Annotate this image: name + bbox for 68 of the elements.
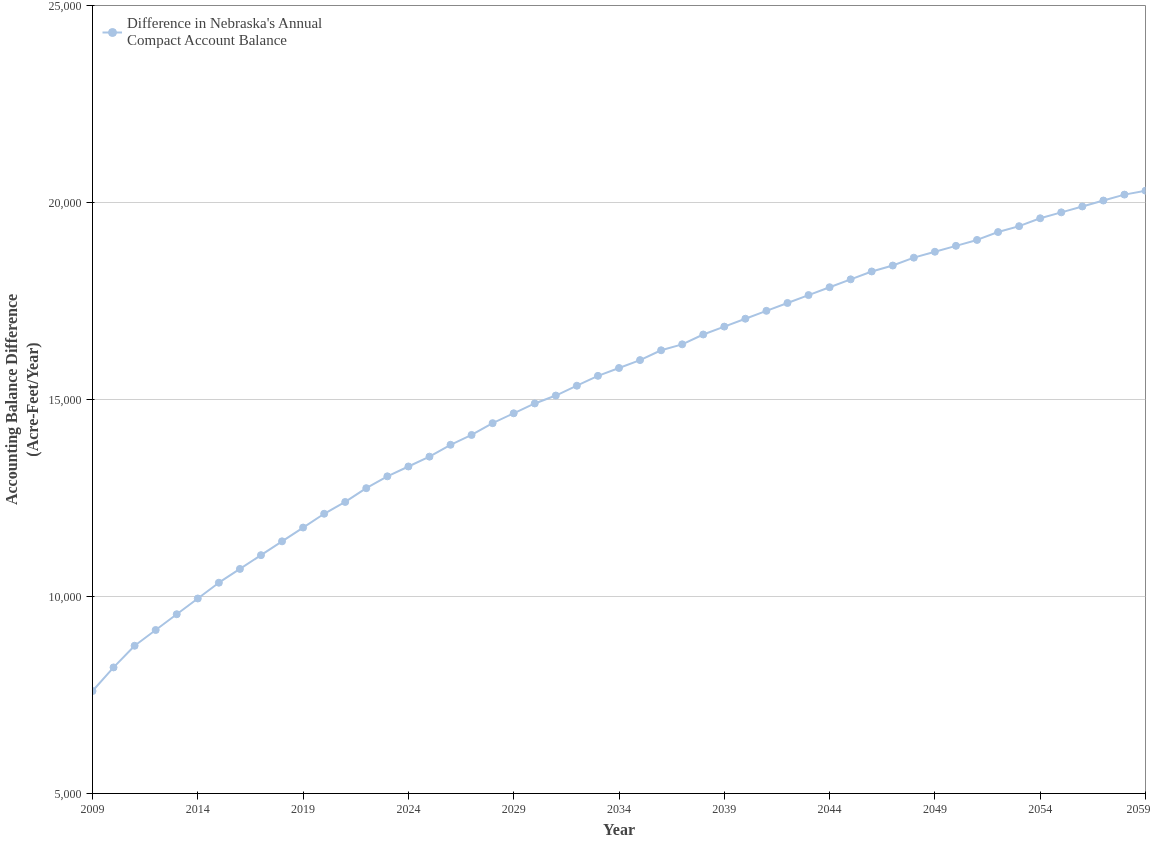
point bbox=[930, 247, 939, 256]
point bbox=[867, 267, 876, 276]
point bbox=[1057, 208, 1066, 217]
point bbox=[994, 228, 1003, 237]
y-tick-label: 5,000 bbox=[54, 786, 82, 801]
point bbox=[235, 564, 244, 573]
x-tick-label: 2059 bbox=[1126, 801, 1151, 816]
point bbox=[846, 275, 855, 284]
point bbox=[762, 306, 771, 315]
point bbox=[699, 330, 708, 339]
point bbox=[530, 399, 539, 408]
point bbox=[404, 462, 413, 471]
y-tick-label: 20,000 bbox=[48, 195, 82, 210]
point bbox=[973, 235, 982, 244]
x-tick-label: 2039 bbox=[712, 801, 737, 816]
point bbox=[467, 430, 476, 439]
x-tick-label: 2049 bbox=[922, 801, 947, 816]
x-tick-label: 2014 bbox=[185, 801, 210, 816]
x-tick-label: 2044 bbox=[817, 801, 842, 816]
point bbox=[741, 314, 750, 323]
point bbox=[1078, 202, 1087, 211]
point bbox=[278, 537, 287, 546]
point bbox=[446, 440, 455, 449]
point bbox=[172, 610, 181, 619]
point bbox=[383, 472, 392, 481]
point bbox=[151, 626, 160, 634]
point bbox=[1099, 196, 1108, 205]
point bbox=[636, 356, 645, 365]
point bbox=[572, 381, 581, 390]
point bbox=[341, 497, 350, 506]
x-tick-label: 2009 bbox=[80, 801, 105, 816]
point bbox=[720, 322, 729, 331]
point bbox=[678, 340, 687, 349]
point bbox=[214, 578, 223, 587]
x-tick-label: 2024 bbox=[396, 801, 421, 816]
y-tick-label: 25,000 bbox=[48, 0, 82, 13]
x-tick-label: 2034 bbox=[607, 801, 631, 816]
point bbox=[109, 663, 118, 672]
point bbox=[256, 551, 265, 560]
point bbox=[1036, 214, 1045, 223]
point bbox=[1015, 222, 1024, 231]
x-axis-title: Year bbox=[603, 820, 635, 838]
legend-label: Difference in Nebraska's Annual Compact Account Balance bbox=[127, 15, 323, 49]
point bbox=[951, 241, 960, 250]
point bbox=[615, 363, 623, 372]
point bbox=[193, 594, 202, 603]
x-tick-label: 2054 bbox=[1028, 801, 1053, 816]
point bbox=[1120, 190, 1129, 199]
point bbox=[657, 346, 666, 355]
point bbox=[593, 371, 602, 380]
point bbox=[425, 452, 434, 461]
point bbox=[299, 523, 308, 532]
point bbox=[130, 641, 139, 650]
point bbox=[488, 419, 497, 428]
point bbox=[783, 298, 792, 307]
point bbox=[825, 283, 834, 292]
point bbox=[551, 391, 560, 400]
point bbox=[888, 261, 897, 270]
x-tick-label: 2019 bbox=[291, 801, 316, 816]
x-tick-label: 2029 bbox=[501, 801, 526, 816]
point bbox=[909, 253, 918, 262]
point bbox=[509, 409, 518, 418]
y-tick-label: 10,000 bbox=[48, 589, 82, 604]
point bbox=[362, 484, 371, 493]
point bbox=[804, 291, 813, 300]
point bbox=[320, 509, 329, 518]
y-axis-title: Accounting Balance Difference (Acre-Feet/Year) bbox=[3, 293, 42, 506]
y-tick-label: 15,000 bbox=[48, 392, 82, 407]
